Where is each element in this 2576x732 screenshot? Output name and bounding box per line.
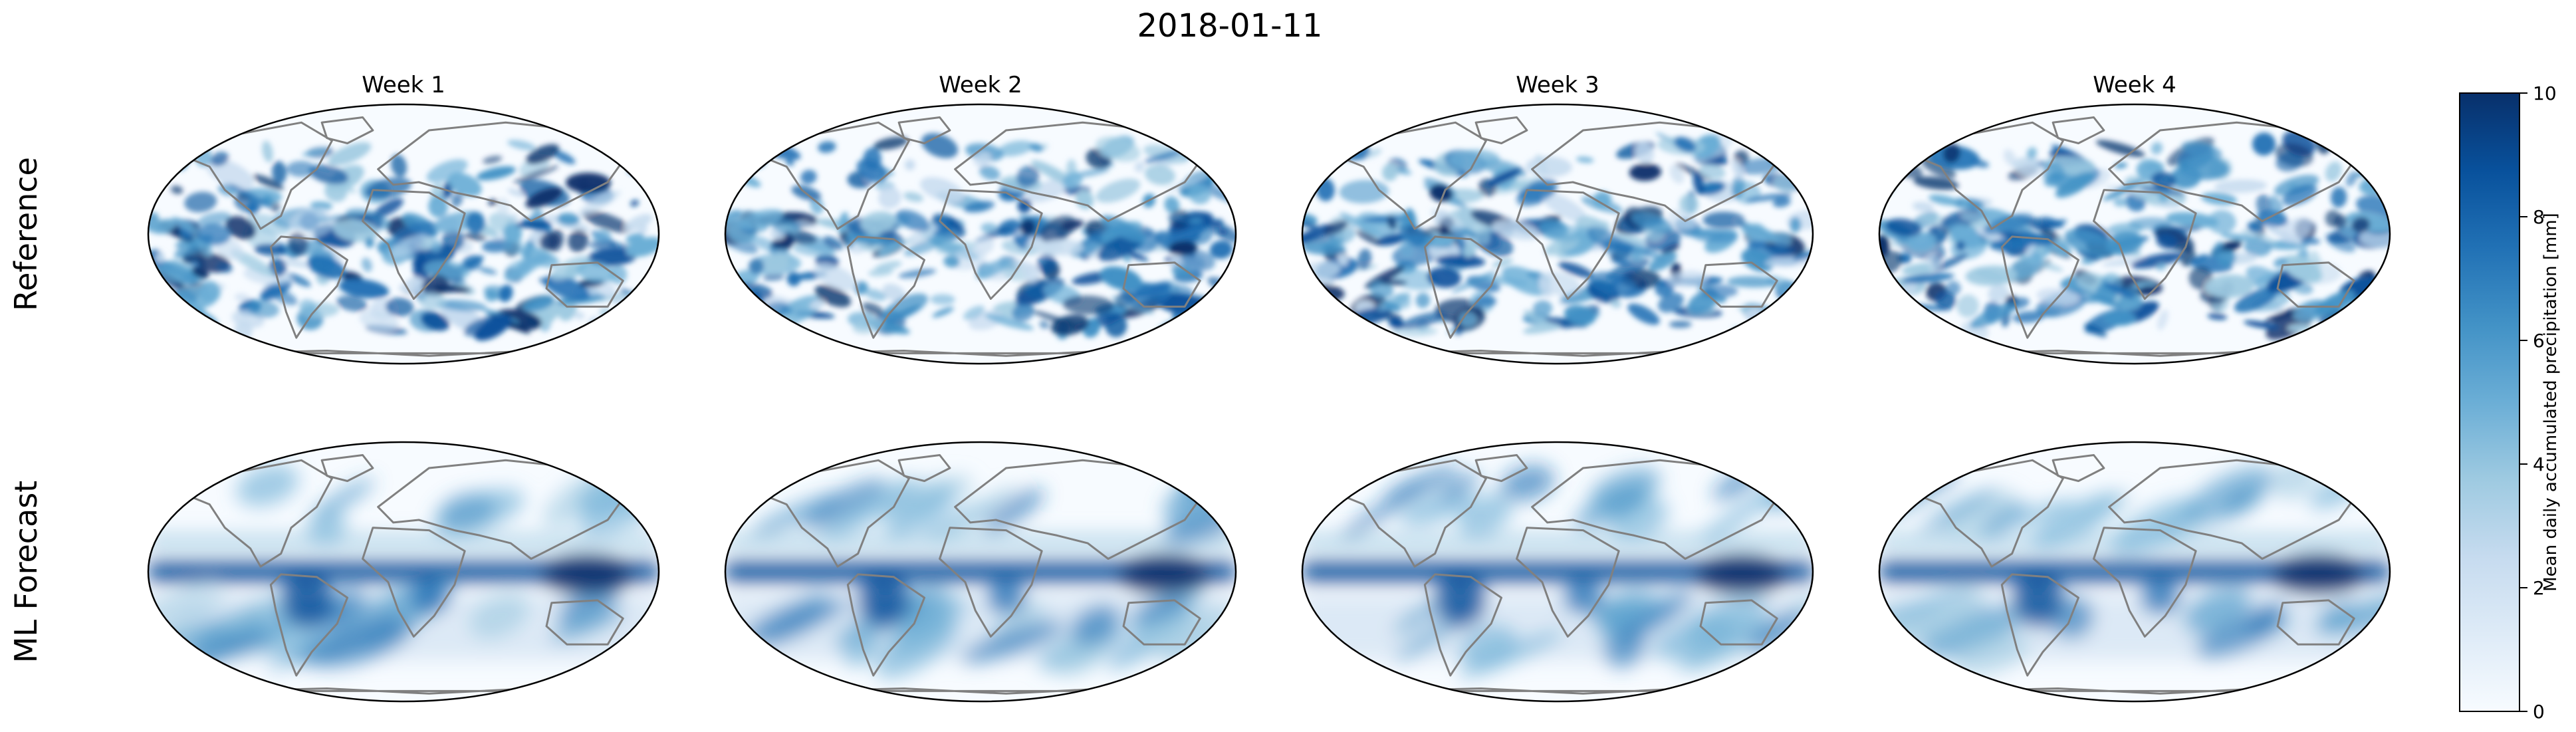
coastline — [1914, 121, 2064, 230]
coastline — [2108, 459, 2361, 560]
coastline — [1699, 261, 1778, 308]
map-panel — [724, 441, 1237, 703]
coastline — [2276, 261, 2355, 308]
colorbar-tick-label: 4 — [2533, 453, 2545, 475]
map-panel — [147, 441, 660, 703]
row-label-ml-forecast: ML Forecast — [8, 481, 44, 664]
coastline — [760, 459, 910, 568]
coastline — [1122, 599, 1201, 646]
coastline — [846, 573, 926, 677]
coastline — [362, 189, 466, 300]
coastline — [377, 459, 630, 560]
map-frame — [1301, 441, 1814, 703]
coastline — [2000, 573, 2080, 677]
column-title-week-1: Week 1 — [362, 72, 445, 98]
coastline — [2108, 121, 2361, 222]
colorbar-tick-label: 8 — [2533, 206, 2545, 228]
coastline — [2276, 599, 2355, 646]
coastline — [1474, 116, 1528, 144]
coastline — [362, 527, 466, 638]
map-panels — [147, 103, 2391, 703]
map-panel — [147, 103, 660, 365]
coastline — [1516, 527, 1620, 638]
coastline — [183, 121, 333, 230]
coastline — [1531, 121, 1784, 222]
coastline — [2093, 189, 2197, 300]
coastline — [183, 459, 333, 568]
map-panel — [1301, 441, 1814, 703]
map-panel — [1301, 103, 1814, 365]
coastline — [897, 454, 951, 482]
coastline — [2051, 454, 2105, 482]
coastline — [269, 235, 349, 339]
map-frame — [147, 103, 660, 365]
map-panel — [1878, 441, 2391, 703]
coastline — [377, 121, 630, 222]
colorbar-tick-label: 10 — [2533, 82, 2557, 104]
precipitation-field — [725, 449, 1236, 679]
coastline — [1337, 121, 1487, 230]
figure-title: 2018-01-11 — [1137, 7, 1323, 45]
map-panel — [724, 103, 1237, 365]
coastline — [1474, 454, 1528, 482]
coastline — [954, 459, 1207, 560]
coastline — [1516, 189, 1620, 300]
coastline — [545, 261, 624, 308]
coastline — [939, 189, 1043, 300]
map-frame — [1878, 103, 2391, 365]
coastline — [1122, 261, 1201, 308]
map-frame — [724, 103, 1237, 365]
coastline — [1531, 459, 1784, 560]
column-title-week-4: Week 4 — [2093, 72, 2176, 98]
coastline — [269, 573, 349, 677]
row-label-reference: Reference — [8, 157, 44, 311]
coastline — [897, 116, 951, 144]
coastline — [1337, 459, 1487, 568]
coastline — [846, 235, 926, 339]
coastline — [1914, 459, 2064, 568]
coastline — [2093, 527, 2197, 638]
colorbar-ticks: 0 2 4 6 8 10 — [2519, 82, 2557, 723]
colorbar-label: Mean daily accumulated precipitation [mm… — [2541, 213, 2561, 592]
coastline — [545, 599, 624, 646]
map-frame — [724, 441, 1237, 703]
map-frame — [1878, 441, 2391, 703]
coastline — [2000, 235, 2080, 339]
colorbar-gradient — [2459, 92, 2520, 712]
colorbar-tick-label: 0 — [2533, 701, 2545, 723]
map-frame — [1301, 103, 1814, 365]
coastline — [1699, 599, 1778, 646]
coastlines — [1337, 454, 1784, 695]
coastline — [1423, 235, 1503, 339]
map-panel — [1878, 103, 2391, 365]
colorbar-tick-label: 2 — [2533, 577, 2545, 599]
coastline — [760, 121, 910, 230]
coastline — [320, 454, 374, 482]
colorbar-tick-label: 6 — [2533, 330, 2545, 352]
coastline — [1423, 573, 1503, 677]
coastline — [939, 527, 1043, 638]
coastline — [320, 116, 374, 144]
coastline — [2051, 116, 2105, 144]
coastline — [954, 121, 1207, 222]
column-title-week-3: Week 3 — [1516, 72, 1599, 98]
column-title-week-2: Week 2 — [939, 72, 1022, 98]
colorbar: 0 2 4 6 8 10 Mean daily accumulated precipita… — [2459, 82, 2561, 723]
map-frame — [147, 441, 660, 703]
